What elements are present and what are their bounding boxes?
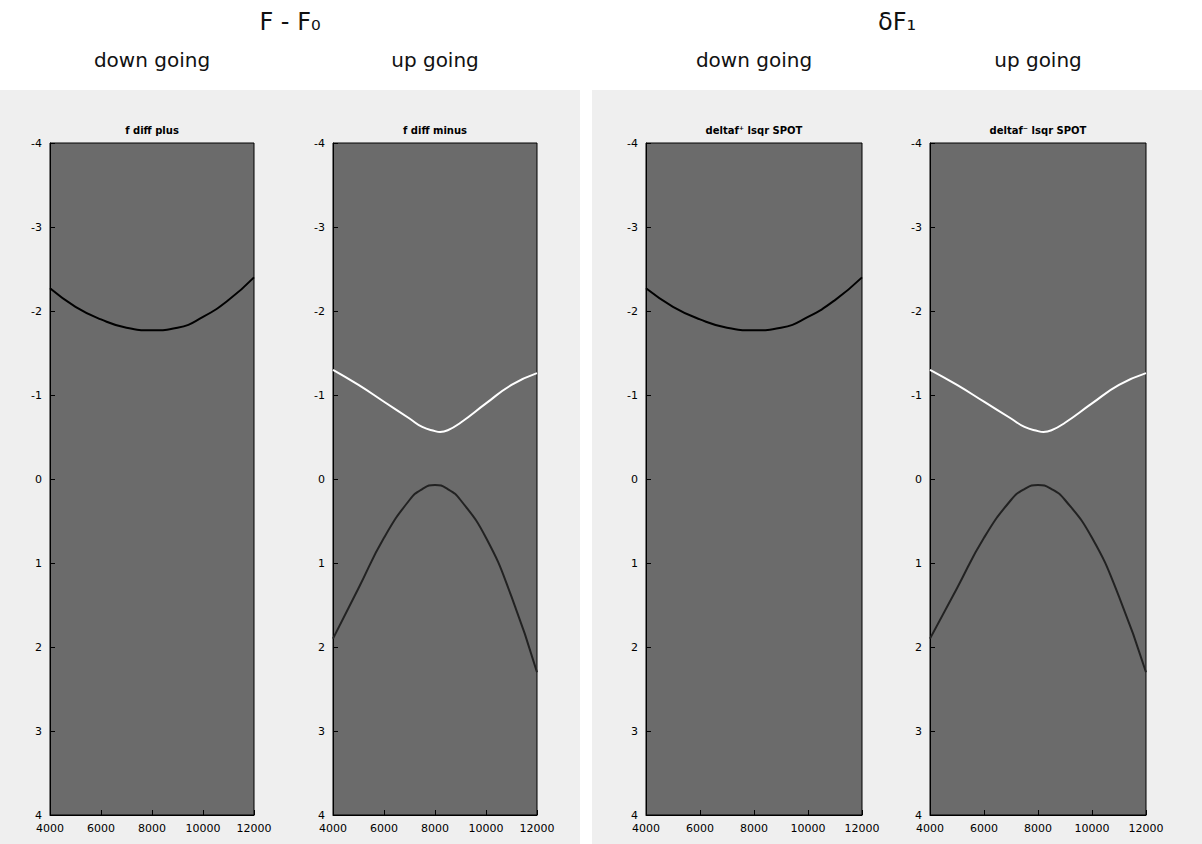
svg-text:1: 1 [318,557,325,570]
svg-text:4: 4 [631,809,638,822]
svg-text:8000: 8000 [1024,822,1052,835]
svg-text:up going: up going [391,48,479,72]
svg-text:-1: -1 [31,389,42,402]
svg-text:10000: 10000 [791,822,826,835]
svg-text:2: 2 [631,641,638,654]
svg-text:8000: 8000 [138,822,166,835]
svg-text:2: 2 [318,641,325,654]
svg-text:-2: -2 [627,305,638,318]
svg-text:3: 3 [631,725,638,738]
svg-text:10000: 10000 [469,822,504,835]
svg-text:0: 0 [318,473,325,486]
svg-text:down going: down going [696,48,812,72]
svg-text:-4: -4 [314,137,325,150]
svg-text:up going: up going [994,48,1082,72]
svg-text:3: 3 [318,725,325,738]
svg-text:deltaf⁺ lsqr SPOT: deltaf⁺ lsqr SPOT [706,125,803,136]
svg-text:F - F₀: F - F₀ [259,8,320,36]
svg-text:4: 4 [915,809,922,822]
svg-text:6000: 6000 [686,822,714,835]
svg-text:1: 1 [631,557,638,570]
svg-text:-1: -1 [627,389,638,402]
svg-text:2: 2 [915,641,922,654]
svg-text:δF₁: δF₁ [878,8,916,36]
svg-text:10000: 10000 [186,822,221,835]
svg-text:-3: -3 [627,221,638,234]
svg-text:0: 0 [631,473,638,486]
svg-text:4000: 4000 [916,822,944,835]
svg-text:6000: 6000 [87,822,115,835]
svg-text:1: 1 [35,557,42,570]
svg-text:12000: 12000 [520,822,555,835]
svg-text:-1: -1 [911,389,922,402]
svg-text:4000: 4000 [632,822,660,835]
svg-text:-3: -3 [31,221,42,234]
svg-text:-4: -4 [627,137,638,150]
svg-text:2: 2 [35,641,42,654]
svg-text:4000: 4000 [36,822,64,835]
svg-text:3: 3 [35,725,42,738]
svg-text:-1: -1 [314,389,325,402]
svg-text:-4: -4 [911,137,922,150]
svg-text:4: 4 [318,809,325,822]
svg-text:12000: 12000 [845,822,880,835]
svg-text:12000: 12000 [1129,822,1164,835]
svg-text:6000: 6000 [970,822,998,835]
svg-text:0: 0 [915,473,922,486]
svg-text:down going: down going [94,48,210,72]
svg-text:6000: 6000 [370,822,398,835]
svg-text:-3: -3 [314,221,325,234]
svg-text:f diff minus: f diff minus [403,125,467,136]
svg-text:-2: -2 [314,305,325,318]
svg-text:f diff plus: f diff plus [125,125,179,136]
svg-text:4000: 4000 [319,822,347,835]
svg-text:12000: 12000 [237,822,272,835]
svg-text:3: 3 [915,725,922,738]
svg-text:1: 1 [915,557,922,570]
svg-text:-3: -3 [911,221,922,234]
svg-text:-2: -2 [31,305,42,318]
svg-text:8000: 8000 [421,822,449,835]
svg-text:8000: 8000 [740,822,768,835]
svg-text:10000: 10000 [1075,822,1110,835]
svg-text:deltaf⁻ lsqr SPOT: deltaf⁻ lsqr SPOT [990,125,1087,136]
svg-text:-2: -2 [911,305,922,318]
svg-text:0: 0 [35,473,42,486]
svg-text:-4: -4 [31,137,42,150]
svg-text:4: 4 [35,809,42,822]
